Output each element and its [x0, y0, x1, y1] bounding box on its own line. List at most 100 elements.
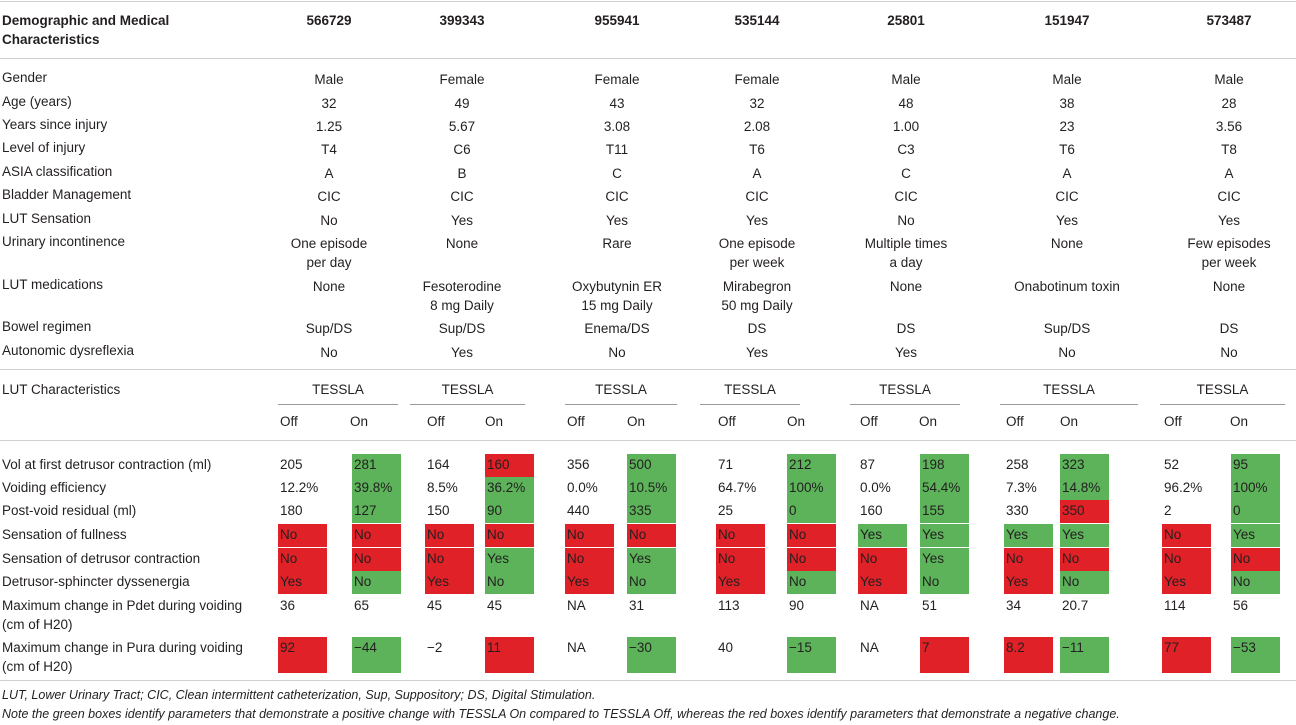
table-cell: Yes [605, 213, 629, 228]
table-cell: T8 [1221, 142, 1237, 157]
lut-value: 77 [1164, 640, 1180, 655]
row-label: Autonomic dysreflexia [2, 343, 135, 358]
table-cell: CIC [1055, 189, 1079, 204]
positive-change-box [920, 454, 969, 477]
lut-section-label: LUT Characteristics [2, 382, 121, 397]
table-cell: DS [747, 321, 767, 336]
lut-value: 205 [280, 457, 303, 472]
lut-value: 323 [1062, 457, 1085, 472]
table-cell: 49 [454, 96, 470, 111]
positive-change-box [1231, 637, 1280, 673]
table-cell: Yes [894, 345, 918, 360]
row-label: Bowel regimen [2, 319, 92, 334]
lut-value: No [1164, 551, 1182, 566]
lut-value: 500 [629, 457, 652, 472]
lut-value: 440 [567, 503, 590, 518]
lut-value: 7 [922, 640, 930, 655]
lut-value: 25 [718, 503, 734, 518]
lut-value: 113 [718, 598, 740, 613]
table-cell: Rare [602, 236, 632, 251]
tessla-group-header: TESSLA [724, 382, 776, 397]
table-cell: Male [891, 72, 921, 87]
lut-value: Yes [487, 551, 510, 566]
lut-row-label: Detrusor-sphincter dyssenergia [2, 574, 190, 589]
negative-change-box [716, 524, 765, 547]
negative-change-box [1060, 500, 1109, 523]
lut-value: No [1062, 574, 1080, 589]
table-cell: DS [1219, 321, 1239, 336]
lut-value: 2 [1164, 503, 1172, 518]
lut-value: 20.7 [1062, 598, 1089, 613]
table-cell: T6 [749, 142, 765, 157]
negative-change-box [278, 571, 327, 594]
row-label: Years since injury [2, 117, 108, 132]
table-cell: Male [1214, 72, 1244, 87]
positive-change-box [1060, 454, 1109, 477]
positive-change-box [352, 637, 401, 673]
positive-change-box [627, 571, 676, 594]
table-cell: Mirabegron 50 mg Daily [721, 279, 793, 313]
negative-change-box [565, 548, 614, 571]
lut-value: Yes [629, 551, 652, 566]
negative-change-box [858, 571, 907, 594]
lut-value: Yes [922, 551, 945, 566]
lut-value: 36.2% [487, 480, 526, 495]
negative-change-box [1004, 571, 1053, 594]
positive-change-box [627, 548, 676, 571]
lut-value: 45 [427, 598, 443, 613]
positive-change-box [787, 571, 836, 594]
lut-value: −53 [1233, 640, 1256, 655]
lut-value: No [860, 551, 878, 566]
positive-change-box [485, 571, 534, 594]
lut-header-rule [0, 440, 1296, 441]
lut-value: 14.8% [1062, 480, 1101, 495]
positive-change-box [787, 477, 836, 500]
positive-change-box [1004, 524, 1053, 547]
positive-change-box [920, 548, 969, 571]
lut-value: 34 [1006, 598, 1022, 613]
row-label: LUT medications [2, 277, 104, 292]
lut-value: 71 [718, 457, 734, 472]
table-cell: 1.25 [315, 119, 343, 134]
lut-value: −30 [629, 640, 652, 655]
off-column-header: Off [1006, 414, 1024, 429]
table-cell: No [897, 213, 915, 228]
table-cell: Female [734, 72, 780, 87]
lut-value: 114 [1164, 598, 1186, 613]
positive-change-box [352, 477, 401, 500]
table-cell: T6 [1059, 142, 1075, 157]
tessla-group-header: TESSLA [441, 382, 494, 397]
table-cell: Fesoterodine 8 mg Daily [422, 279, 502, 313]
lut-value: 350 [1062, 503, 1085, 518]
lut-value: 96.2% [1164, 480, 1203, 495]
lut-value: 0.0% [860, 480, 891, 495]
table-cell: None [889, 279, 923, 294]
table-cell: One episode per day [290, 236, 368, 270]
table-cell: Female [594, 72, 640, 87]
colour-note: Note the green boxes identify parameters… [2, 707, 1120, 721]
positive-change-box [858, 524, 907, 547]
on-column-header: On [1230, 414, 1249, 429]
lut-value: No [629, 527, 647, 542]
lut-row-label: Voiding efficiency [2, 480, 107, 495]
positive-change-box [485, 548, 534, 571]
lut-value: NA [860, 640, 879, 655]
table-cell: C3 [897, 142, 915, 157]
lut-value: Yes [1006, 574, 1029, 589]
lut-value: 95 [1233, 457, 1249, 472]
table-cell: No [1220, 345, 1238, 360]
negative-change-box [425, 548, 474, 571]
lut-row-label: Vol at first detrusor contraction (ml) [2, 457, 212, 472]
positive-change-box [352, 500, 401, 523]
lut-value: 212 [789, 457, 812, 472]
tessla-group-rule [410, 404, 525, 405]
lut-value: Yes [718, 574, 741, 589]
lut-value: Yes [1006, 527, 1029, 542]
negative-change-box [425, 524, 474, 547]
table-cell: Yes [745, 345, 769, 360]
lut-value: 51 [922, 598, 938, 613]
table-cell: C6 [453, 142, 471, 157]
table-cell: No [1058, 345, 1076, 360]
lut-value: 64.7% [718, 480, 757, 495]
table-cell: CIC [1217, 189, 1241, 204]
